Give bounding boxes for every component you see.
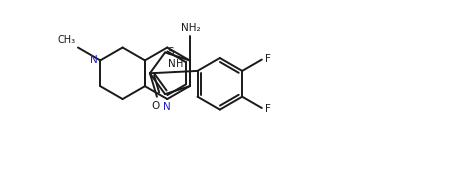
Text: F: F xyxy=(265,104,271,114)
Text: F: F xyxy=(265,54,271,64)
Text: N: N xyxy=(90,55,98,65)
Text: H: H xyxy=(176,59,184,69)
Text: S: S xyxy=(167,47,174,57)
Text: NH₂: NH₂ xyxy=(181,23,201,33)
Text: N: N xyxy=(168,59,176,69)
Text: CH₃: CH₃ xyxy=(58,35,76,45)
Text: N: N xyxy=(163,102,171,112)
Text: O: O xyxy=(152,101,159,111)
